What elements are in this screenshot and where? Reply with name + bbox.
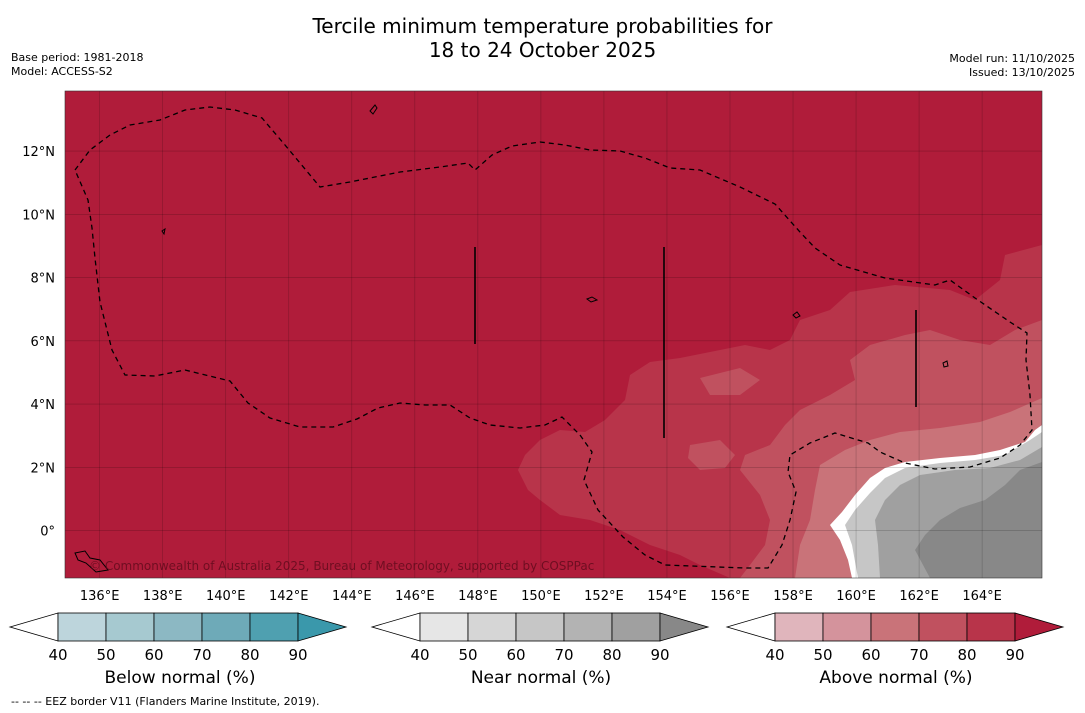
eez-footnote: -- -- -- EEZ border V11 (Flanders Marine… [11, 695, 320, 708]
copyright-notice: © Commonwealth of Australia 2025, Bureau… [89, 559, 594, 573]
lat-tick-label: 12°N [22, 145, 55, 160]
colorbar-segment [918, 612, 968, 642]
colorbar-segment [467, 612, 517, 642]
colorbar-tick-label: 90 [650, 646, 669, 664]
lon-tick-label: 154°E [647, 589, 687, 604]
colorbar-tick-label: 70 [554, 646, 573, 664]
colorbar-extend-low [725, 612, 776, 642]
colorbar-tick-label: 50 [458, 646, 477, 664]
lon-tick-label: 146°E [395, 589, 435, 604]
lat-tick-label: 0° [40, 525, 55, 540]
colorbar-extend-high [659, 612, 710, 642]
eez-border [74, 106, 1033, 569]
colorbar-extend-high [1014, 612, 1065, 642]
colorbar-tick-label: 90 [288, 646, 307, 664]
title-line-2: 18 to 24 October 2025 [428, 38, 657, 62]
colorbar-segment [611, 612, 661, 642]
lon-tick-label: 156°E [710, 589, 750, 604]
latitude-axis: 12°N 10°N 8°N 6°N 4°N 2°N 0° [22, 145, 55, 539]
lon-tick-label: 142°E [269, 589, 309, 604]
base-period: Base period: 1981-2018 [11, 51, 144, 64]
lon-tick-label: 160°E [836, 589, 876, 604]
colorbar-label-near: Near normal (%) [470, 668, 612, 688]
lon-tick-label: 162°E [899, 589, 939, 604]
colorbar-segment [105, 612, 155, 642]
model-name: Model: ACCESS-S2 [11, 65, 113, 78]
metadata-left: Base period: 1981-2018 Model: ACCESS-S2 [11, 51, 143, 79]
colorbar-segment [822, 612, 872, 642]
lon-tick-label: 136°E [80, 589, 120, 604]
above-normal-70-patch-2 [688, 440, 735, 470]
lon-tick-label: 138°E [143, 589, 183, 604]
lat-tick-label: 10°N [22, 208, 55, 223]
colorbar-tick-label: 60 [861, 646, 880, 664]
colorbar-segment [57, 612, 107, 642]
lat-tick-label: 2°N [31, 461, 56, 476]
colorbar-tick-label: 80 [957, 646, 976, 664]
lat-tick-label: 4°N [31, 398, 56, 413]
colorbar-segment [563, 612, 613, 642]
metadata-right: Model run: 11/10/2025 Issued: 13/10/2025 [949, 52, 1075, 80]
colorbar-tick-label: 50 [813, 646, 832, 664]
colorbar-segment [774, 612, 824, 642]
above-normal-70-patch [700, 368, 760, 395]
map-field [65, 91, 1042, 578]
colorbar-tick-label: 80 [602, 646, 621, 664]
colorbar-segment [201, 612, 251, 642]
colorbar-2: 40 50 60 70 80 90 [725, 612, 1065, 664]
colorbar-label-above: Above normal (%) [819, 668, 973, 688]
colorbar-tick-label: 70 [909, 646, 928, 664]
longitude-axis: 136°E 138°E 140°E 142°E 144°E 146°E 148°E 150°E… [80, 589, 1002, 604]
colorbar-tick-label: 60 [144, 646, 163, 664]
colorbar-segment [153, 612, 203, 642]
colorbar-tick-label: 40 [48, 646, 67, 664]
island-chuuk [585, 296, 599, 303]
colorbar-segment [870, 612, 920, 642]
lon-tick-label: 148°E [458, 589, 498, 604]
chart-title: Tercile minimum temperature probabilitie… [0, 14, 1085, 62]
title-line-1: Tercile minimum temperature probabilitie… [312, 14, 773, 38]
lon-tick-label: 158°E [773, 589, 813, 604]
colorbar-segment [249, 612, 299, 642]
graticule [65, 91, 1042, 578]
lat-tick-label: 6°N [31, 335, 56, 350]
colorbar-segment [515, 612, 565, 642]
colorbar-tick-label: 50 [96, 646, 115, 664]
colorbar-tick-label: 80 [240, 646, 259, 664]
island-png-coast [74, 550, 109, 573]
island-guam [369, 104, 378, 115]
lon-tick-label: 150°E [521, 589, 561, 604]
island-kosrae [942, 360, 949, 368]
colorbar-tick-label: 40 [410, 646, 429, 664]
lat-tick-label: 8°N [31, 272, 56, 287]
near-normal-80-region [915, 462, 1042, 578]
lon-tick-label: 144°E [332, 589, 372, 604]
colorbar-tick-label: 90 [1005, 646, 1024, 664]
colorbar-tick-label: 70 [192, 646, 211, 664]
map-frame [64, 90, 1043, 579]
lon-tick-label: 140°E [206, 589, 246, 604]
model-run: Model run: 11/10/2025 [949, 52, 1075, 65]
island-pohnpei [792, 311, 801, 319]
colorbar-extend-high [297, 612, 348, 642]
island-yap [161, 227, 166, 236]
colorbar-legends: 40 50 60 70 80 90 40 50 60 70 80 90 40 50 60 70 80 90 [8, 612, 1065, 664]
colorbar-segment [966, 612, 1016, 642]
lon-tick-label: 152°E [584, 589, 624, 604]
colorbar-0: 40 50 60 70 80 90 [8, 612, 348, 664]
issued-date: Issued: 13/10/2025 [968, 66, 1075, 79]
colorbar-1: 40 50 60 70 80 90 [370, 612, 710, 664]
colorbar-label-below: Below normal (%) [104, 668, 256, 688]
colorbar-tick-label: 60 [506, 646, 525, 664]
colorbar-segment [419, 612, 469, 642]
colorbar-extend-low [370, 612, 421, 642]
colorbar-tick-label: 40 [765, 646, 784, 664]
lon-tick-label: 164°E [962, 589, 1002, 604]
colorbar-extend-low [8, 612, 59, 642]
island-outlines [74, 104, 949, 573]
